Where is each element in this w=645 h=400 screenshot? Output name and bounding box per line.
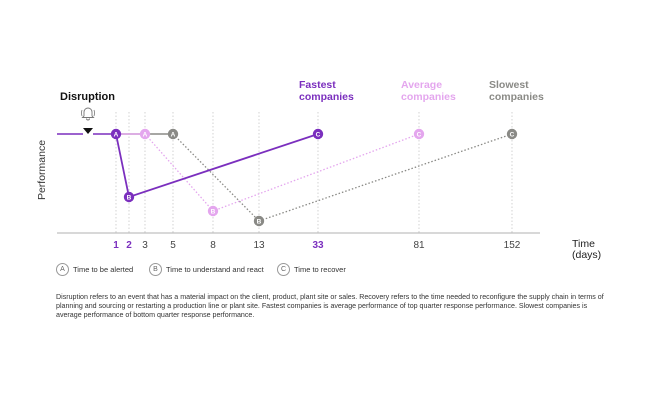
x-tick-33: 33 bbox=[312, 240, 324, 251]
disruption-marker bbox=[83, 128, 93, 134]
slowest-companies-marker-c: C bbox=[510, 132, 515, 139]
legend-label-b: Time to understand and react bbox=[166, 265, 264, 274]
x-tick-152: 152 bbox=[504, 240, 521, 251]
legend-label-a: Time to be alerted bbox=[73, 265, 134, 274]
x-tick-2: 2 bbox=[126, 240, 132, 251]
alarm-bell-icon bbox=[81, 107, 95, 121]
fastest-companies-marker-c: C bbox=[316, 132, 321, 139]
average-companies-label-line-2: companies bbox=[401, 91, 456, 103]
slowest-companies-point-b bbox=[253, 215, 265, 227]
footnote: Disruption refers to an event that has a… bbox=[56, 293, 604, 319]
legend-badge-b: B bbox=[149, 263, 162, 276]
legend-badge-a: A bbox=[56, 263, 69, 276]
slowest-companies-label-line-1: Slowest bbox=[489, 79, 529, 91]
slowest-companies-marker-a: A bbox=[171, 132, 176, 139]
legend-badge-c: C bbox=[277, 263, 290, 276]
average-companies-marker-b: B bbox=[211, 209, 216, 216]
fastest-companies-point-a bbox=[110, 128, 122, 140]
average-companies-marker-c: C bbox=[417, 132, 422, 139]
fastest-companies-point-b bbox=[123, 191, 135, 203]
disruption-label: Disruption bbox=[60, 91, 115, 103]
x-tick-8: 8 bbox=[210, 240, 216, 251]
x-tick-1: 1 bbox=[113, 240, 119, 251]
average-companies-point-b bbox=[207, 205, 219, 217]
fastest-companies-line bbox=[115, 133, 319, 199]
fastest-companies-label-line-1: Fastest bbox=[299, 79, 336, 91]
legend-item-b: B Time to understand and react bbox=[149, 263, 264, 276]
x-tick-81: 81 bbox=[413, 240, 425, 251]
average-companies-point-c bbox=[413, 128, 425, 140]
slowest-companies-point-a bbox=[167, 128, 179, 140]
average-companies-marker-a: A bbox=[143, 132, 148, 139]
x-tick-3: 3 bbox=[142, 240, 148, 251]
y-axis-label: Performance bbox=[36, 140, 48, 200]
fastest-companies-marker-b: B bbox=[127, 195, 132, 202]
x-axis-label-line-2: (days) bbox=[572, 249, 601, 261]
legend-item-c: C Time to recover bbox=[277, 263, 346, 276]
legend-item-a: A Time to be alerted bbox=[56, 263, 133, 276]
x-tick-5: 5 bbox=[170, 240, 176, 251]
x-axis-label-line-1: Time bbox=[572, 238, 595, 250]
legend: A Time to be alerted B Time to understan… bbox=[56, 263, 616, 285]
slowest-companies-marker-b: B bbox=[257, 219, 262, 226]
slowest-companies-point-c bbox=[506, 128, 518, 140]
recovery-chart: Performance 1 2 3 5 8 13 33 81 152 Time(days) Disru… bbox=[36, 79, 601, 261]
slowest-companies-label-line-2: companies bbox=[489, 91, 544, 103]
x-tick-13: 13 bbox=[253, 240, 265, 251]
average-companies-point-a bbox=[139, 128, 151, 140]
legend-label-c: Time to recover bbox=[294, 265, 346, 274]
average-companies-label-line-1: Average bbox=[401, 79, 442, 91]
fastest-companies-point-c bbox=[312, 128, 324, 140]
slowest-companies-line bbox=[172, 133, 513, 222]
fastest-companies-marker-a: A bbox=[114, 132, 119, 139]
fastest-companies-label-line-2: companies bbox=[299, 91, 354, 103]
